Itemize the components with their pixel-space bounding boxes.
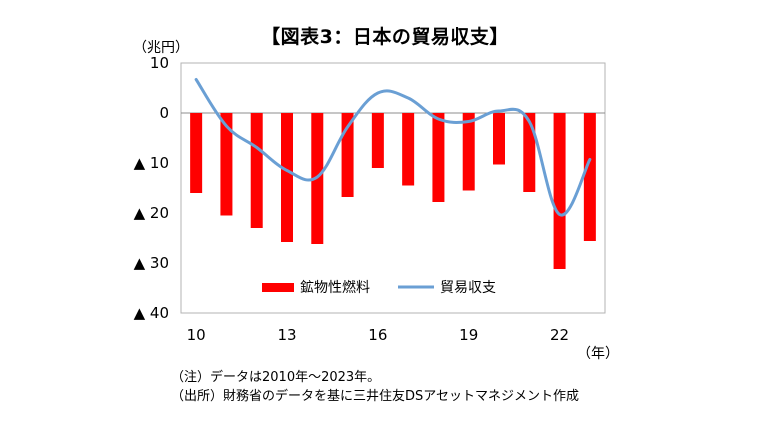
bar-2011 (220, 113, 233, 216)
plot-area-border (180, 62, 606, 314)
y-tick-label: 10 (150, 54, 169, 72)
bar-2012 (250, 113, 263, 228)
bar-series (190, 113, 596, 269)
bar-2022 (553, 113, 566, 269)
legend-label-line: 貿易収支 (440, 280, 496, 296)
y-tick-label: ▲ 20 (134, 204, 169, 222)
note-2: （出所）財務省のデータを基に三井住友DSアセットマネジメント作成 (171, 389, 580, 404)
bar-2013 (281, 113, 293, 242)
x-tick-label: 10 (187, 326, 206, 344)
note-1: （注）データは2010年～2023年。 (171, 370, 381, 385)
bar-2023 (583, 113, 596, 241)
x-tick-label: 16 (368, 326, 387, 344)
bar-2020 (493, 113, 505, 165)
bar-2016 (371, 113, 384, 168)
x-tick-label: 22 (550, 326, 569, 344)
y-tick-label: 0 (159, 104, 169, 122)
bar-2010 (190, 113, 203, 193)
notes: （注）データは2010年～2023年。 （出所）財務省のデータを基に三井住友DS… (171, 368, 579, 406)
y-axis-unit-label: （兆円） (133, 40, 189, 56)
x-axis-ticks: 10 13 16 19 22 (187, 326, 570, 344)
bar-2019 (462, 113, 475, 191)
line-trade-balance (194, 78, 592, 217)
y-axis-ticks: 10 0 ▲ 10 ▲ 20 ▲ 30 ▲ 40 (134, 54, 169, 322)
y-tick-label: ▲ 10 (134, 154, 169, 172)
y-tick-label: ▲ 40 (134, 304, 169, 322)
chart-title: 【図表3：日本の貿易収支】 (261, 26, 509, 48)
bar-2021 (523, 113, 536, 192)
x-tick-label: 13 (277, 326, 296, 344)
x-tick-label: 19 (459, 326, 478, 344)
line-series (194, 78, 592, 217)
bar-2017 (402, 113, 415, 186)
legend: 鉱物性燃料 貿易収支 (262, 279, 496, 296)
x-axis-unit-label: （年） (577, 346, 619, 362)
legend-swatch-bar (262, 283, 294, 292)
bar-2018 (432, 113, 445, 202)
legend-label-bar: 鉱物性燃料 (300, 279, 370, 296)
y-tick-label: ▲ 30 (134, 254, 169, 272)
